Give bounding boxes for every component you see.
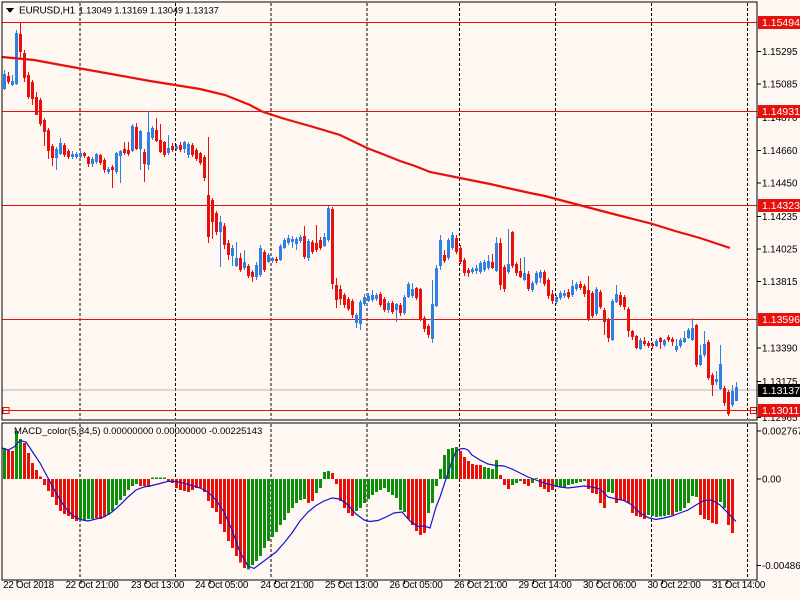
svg-text:1.15295: 1.15295	[762, 47, 798, 58]
svg-text:MACD_color(5,34,5) 0.00000000: MACD_color(5,34,5) 0.00000000 0.00000000…	[14, 426, 262, 437]
svg-text:1.13390: 1.13390	[762, 343, 798, 354]
svg-text:26 Oct 05:00: 26 Oct 05:00	[389, 580, 443, 591]
svg-text:22 Oct 2018: 22 Oct 2018	[3, 580, 54, 591]
svg-text:22 Oct 21:00: 22 Oct 21:00	[65, 580, 119, 591]
svg-text:25 Oct 13:00: 25 Oct 13:00	[325, 580, 379, 591]
svg-text:1.14025: 1.14025	[762, 245, 798, 256]
svg-text:1.13049 1.13169 1.13049 1.1313: 1.13049 1.13169 1.13049 1.13137	[79, 5, 219, 16]
svg-text:1.14660: 1.14660	[762, 146, 798, 157]
svg-text:0.0027675: 0.0027675	[762, 427, 800, 438]
svg-text:24 Oct 21:00: 24 Oct 21:00	[260, 580, 314, 591]
svg-text:1.13137: 1.13137	[762, 385, 800, 397]
svg-text:26 Oct 21:00: 26 Oct 21:00	[454, 580, 508, 591]
svg-text:1.15494: 1.15494	[762, 17, 800, 29]
svg-text:1.13175: 1.13175	[762, 377, 798, 388]
svg-text:23 Oct 13:00: 23 Oct 13:00	[131, 580, 185, 591]
svg-text:1.14931: 1.14931	[762, 106, 800, 118]
svg-text:31 Oct 14:00: 31 Oct 14:00	[712, 580, 766, 591]
svg-text:30 Oct 22:00: 30 Oct 22:00	[647, 580, 701, 591]
svg-text:1.12965: 1.12965	[762, 413, 798, 424]
svg-text:-0.0048685: -0.0048685	[762, 561, 800, 572]
svg-text:30 Oct 06:00: 30 Oct 06:00	[583, 580, 637, 591]
svg-text:1.14323: 1.14323	[762, 200, 800, 212]
svg-text:0.00: 0.00	[762, 475, 782, 486]
svg-text:24 Oct 05:00: 24 Oct 05:00	[195, 580, 249, 591]
svg-text:1.14870: 1.14870	[762, 113, 798, 124]
svg-text:1.15085: 1.15085	[762, 80, 798, 91]
svg-text:29 Oct 14:00: 29 Oct 14:00	[518, 580, 572, 591]
svg-text:1.14235: 1.14235	[762, 212, 798, 223]
svg-text:EURUSD,H1: EURUSD,H1	[19, 6, 76, 17]
svg-text:1.13011: 1.13011	[762, 405, 799, 417]
svg-text:1.13815: 1.13815	[762, 277, 798, 288]
svg-text:1.14450: 1.14450	[762, 178, 798, 189]
svg-text:1.13596: 1.13596	[762, 314, 800, 326]
